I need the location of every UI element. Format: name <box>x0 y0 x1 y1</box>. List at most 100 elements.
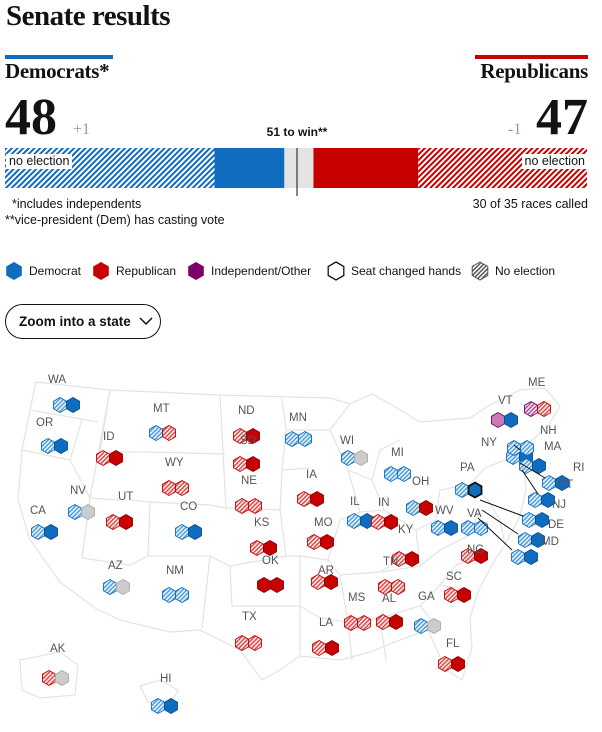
state-de[interactable]: DE <box>518 519 565 549</box>
state-oh[interactable]: OH <box>406 476 433 517</box>
state-tx[interactable]: TX <box>235 611 262 652</box>
state-ms[interactable]: MS <box>344 592 371 632</box>
state-nj[interactable]: NJ <box>522 499 567 529</box>
state-nv[interactable]: NV <box>68 485 95 521</box>
state-id[interactable]: ID <box>96 431 123 467</box>
republicans-seat-change: -1 <box>508 121 522 138</box>
state-tn[interactable]: TN <box>378 556 405 596</box>
seat-hex-id-1 <box>96 449 110 467</box>
races-called: 30 of 35 races called <box>472 197 588 211</box>
seat-hex-ms-2 <box>357 614 371 632</box>
state-label-ca: CA <box>30 505 46 517</box>
state-label-in: IN <box>378 497 390 509</box>
democrats-seat-change: +1 <box>73 121 91 138</box>
seat-hex-id-2 <box>109 449 123 467</box>
state-label-tx: TX <box>242 611 257 623</box>
seat-hex-ma-1 <box>519 457 533 475</box>
seat-hex-nv-1 <box>68 503 82 521</box>
state-fl[interactable]: FL <box>438 638 465 673</box>
connector-line-4 <box>481 509 519 535</box>
state-nc[interactable]: NC <box>461 544 488 565</box>
seat-hex-mo-1 <box>307 533 321 551</box>
zoom-state-dropdown[interactable]: Zoom into a state <box>5 304 161 339</box>
state-nm[interactable]: NM <box>162 565 189 604</box>
seat-hex-ak-2 <box>55 669 69 687</box>
state-la[interactable]: LA <box>312 617 339 657</box>
state-mt[interactable]: MT <box>149 403 176 442</box>
state-label-wa: WA <box>48 374 66 386</box>
state-label-co: CO <box>180 501 197 513</box>
state-ct[interactable]: CT <box>528 479 574 509</box>
state-al[interactable]: AL <box>376 593 403 631</box>
state-il[interactable]: IL <box>347 496 374 530</box>
state-md[interactable]: MD <box>511 536 559 566</box>
state-label-ar: AR <box>318 565 334 577</box>
state-sc[interactable]: SC <box>444 571 471 604</box>
state-az[interactable]: AZ <box>103 560 130 596</box>
seat-hex-oh-2 <box>419 499 433 517</box>
state-ri[interactable]: RI <box>542 462 585 492</box>
state-label-ak: AK <box>50 643 66 655</box>
state-label-mt: MT <box>153 403 170 415</box>
seat-hex-nm-2 <box>175 586 189 604</box>
state-label-id: ID <box>103 431 115 443</box>
state-mn[interactable]: MN <box>285 412 312 448</box>
state-ca[interactable]: CA <box>30 505 58 541</box>
seat-segment-undeclared-uncalled <box>284 148 314 188</box>
democrats-no-election-label: no election <box>6 154 73 169</box>
state-ma[interactable]: MA <box>519 441 562 475</box>
state-or[interactable]: OR <box>36 417 68 455</box>
state-ia[interactable]: IA <box>297 469 324 508</box>
state-label-nm: NM <box>166 565 184 577</box>
state-wy[interactable]: WY <box>162 457 189 497</box>
state-nh[interactable]: NH <box>507 425 557 457</box>
state-pa[interactable]: PA <box>455 462 483 499</box>
seat-hex-ks-2 <box>263 539 277 557</box>
state-label-ny: NY <box>481 437 497 449</box>
state-label-pa: PA <box>460 462 475 474</box>
seat-hex-de-1 <box>518 531 532 549</box>
state-vt[interactable]: VT <box>491 395 518 429</box>
state-label-va: VA <box>467 508 482 520</box>
seat-hex-me-2 <box>537 400 551 418</box>
seat-hex-pa-1 <box>455 481 469 499</box>
state-wi[interactable]: WI <box>340 435 368 467</box>
democrats-label: Democrats* <box>5 59 110 83</box>
state-ar[interactable]: AR <box>311 565 338 591</box>
state-ut[interactable]: UT <box>106 491 134 531</box>
state-label-az: AZ <box>108 560 123 572</box>
state-ok[interactable]: OK <box>257 555 284 594</box>
state-wv[interactable]: WV <box>431 505 458 537</box>
state-ky[interactable]: KY <box>392 524 419 568</box>
legend-independent: Independent/Other <box>187 261 311 281</box>
seat-hex-ct-1 <box>528 491 542 509</box>
democrats-accent-bar <box>5 55 113 59</box>
connector-lines <box>477 444 546 551</box>
state-wa[interactable]: WA <box>48 374 80 414</box>
connector-line-5 <box>477 517 513 551</box>
state-me[interactable]: ME <box>524 377 551 418</box>
seat-hex-oh-1 <box>406 499 420 517</box>
state-ks[interactable]: KS <box>250 517 277 557</box>
republicans-no-election-label: no election <box>521 154 588 169</box>
seat-hex-fl-1 <box>438 655 452 673</box>
state-mo[interactable]: MO <box>307 517 334 551</box>
state-label-nh: NH <box>540 425 557 437</box>
state-ak[interactable]: AK <box>42 643 69 687</box>
state-label-ia: IA <box>306 469 317 481</box>
seat-hex-nd-2 <box>246 427 260 445</box>
state-label-sd: SD <box>240 435 256 447</box>
state-co[interactable]: CO <box>175 501 202 541</box>
seat-hex-tx-1 <box>235 634 249 652</box>
seat-hex-ia-1 <box>297 490 311 508</box>
seat-hex-wv-2 <box>444 519 458 537</box>
state-mi[interactable]: MI <box>384 447 411 483</box>
state-sd[interactable]: SD <box>233 435 260 473</box>
state-ga[interactable]: GA <box>414 591 441 635</box>
state-hi[interactable]: HI <box>151 673 178 715</box>
state-in[interactable]: IN <box>371 497 398 531</box>
seat-bar <box>5 148 587 196</box>
state-ne[interactable]: NE <box>235 475 262 515</box>
state-nd[interactable]: ND <box>233 405 260 445</box>
state-label-nd: ND <box>238 405 255 417</box>
